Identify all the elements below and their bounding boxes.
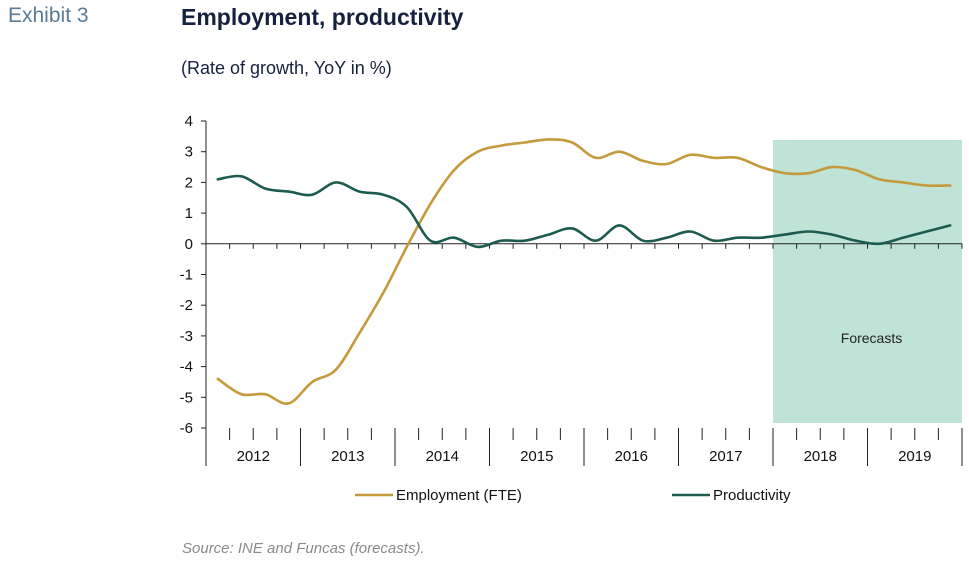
x-tick-label: 2016 (615, 448, 648, 465)
y-tick-label: -3 (180, 328, 193, 345)
y-tick-label: -1 (180, 267, 193, 284)
exhibit-label: Exhibit 3 (8, 4, 89, 27)
y-tick-label: 2 (185, 174, 193, 191)
y-tick-label: 4 (185, 113, 193, 130)
x-tick-label: 2018 (804, 448, 837, 465)
x-tick-label: 2019 (898, 448, 931, 465)
chart-subtitle: (Rate of growth, YoY in %) (181, 58, 392, 78)
y-tick-label: -2 (180, 297, 193, 314)
source-note: Source: INE and Funcas (forecasts). (182, 540, 425, 557)
y-tick-label: -5 (180, 389, 193, 406)
employment-series-line (216, 138, 952, 405)
x-tick-label: 2013 (331, 448, 364, 465)
y-tick-label: -6 (180, 420, 193, 437)
y-tick-label: -4 (180, 359, 193, 376)
legend-productivity-label: Productivity (713, 487, 791, 504)
y-tick-label: 0 (185, 236, 193, 253)
x-tick-label: 2015 (520, 448, 553, 465)
x-tick-label: 2014 (426, 448, 459, 465)
legend-employment-label: Employment (FTE) (396, 487, 522, 504)
forecast-band (773, 140, 962, 423)
forecast-label: Forecasts (841, 330, 902, 346)
chart-title: Employment, productivity (181, 4, 464, 30)
x-tick-label: 2017 (709, 448, 742, 465)
y-tick-label: 1 (185, 205, 193, 222)
y-tick-label: 3 (185, 144, 193, 161)
x-tick-label: 2012 (237, 448, 270, 465)
productivity-series-line (216, 174, 952, 249)
